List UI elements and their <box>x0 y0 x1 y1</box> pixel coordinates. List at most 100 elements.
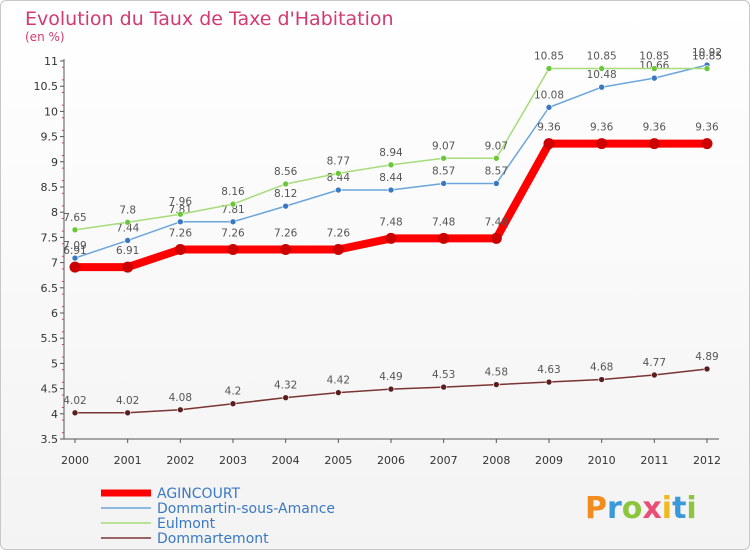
data-label: 4.2 <box>225 386 242 398</box>
data-label: 4.63 <box>537 364 560 376</box>
proxiti-logo: Proxiti <box>585 491 697 526</box>
data-point <box>493 180 500 187</box>
data-label: 4.49 <box>379 371 402 383</box>
data-label: 8.44 <box>379 172 403 184</box>
data-label: 9.36 <box>537 122 561 134</box>
data-point <box>387 385 395 393</box>
data-point <box>177 218 184 226</box>
data-label: 9.07 <box>485 140 508 152</box>
data-point <box>229 400 237 408</box>
data-point <box>651 74 658 82</box>
data-label: 7.65 <box>63 212 86 224</box>
data-label: 10.85 <box>639 51 669 63</box>
data-point <box>177 406 184 414</box>
x-tick-label: 2006 <box>377 454 405 467</box>
y-tick-label: 6 <box>51 307 58 320</box>
legend-label: Dommartemont <box>157 531 269 547</box>
y-tick-label: 6.5 <box>41 282 59 295</box>
data-point <box>545 65 553 72</box>
data-point <box>335 186 342 194</box>
axes: 3.5 4 4.5 5 5.5 6 6.5 7 7.5 8 8.5 9 9.5 10 10.5 11 2000 2… <box>34 55 722 467</box>
data-label: 10.48 <box>587 69 617 81</box>
data-point <box>493 154 500 162</box>
data-label: 7.26 <box>169 227 193 239</box>
data-point <box>490 232 502 244</box>
y-tick-label: 10.5 <box>34 80 59 93</box>
data-label: 7.81 <box>221 204 244 216</box>
logo-letter: P <box>585 491 607 526</box>
logo-letter: o <box>622 491 643 526</box>
data-label: 7.44 <box>116 222 140 234</box>
data-point <box>493 381 500 388</box>
x-tick-label: 2001 <box>114 454 142 467</box>
y-tick-label: 5 <box>51 357 58 370</box>
y-tick-label: 8.5 <box>41 181 59 194</box>
data-label: 7.09 <box>63 240 86 252</box>
legend-label: AGINCOURT <box>157 486 241 502</box>
logo-letter: i <box>662 491 672 526</box>
data-point <box>703 365 711 373</box>
series-dommartin-sous-amance: 7.097.447.81 7.818.128.44 8.448.57 8.5710.0… <box>63 47 722 262</box>
data-point <box>438 232 450 244</box>
data-label: 4.32 <box>274 380 297 392</box>
data-label: 7.48 <box>432 216 455 228</box>
data-point <box>598 376 605 383</box>
data-point <box>335 170 342 177</box>
data-label: 4.08 <box>169 392 192 404</box>
data-label: 10.08 <box>534 89 564 101</box>
data-point <box>545 378 553 386</box>
y-tick-label: 7.5 <box>41 231 59 244</box>
legend-item: Dommartin-sous-Amance <box>101 501 335 517</box>
data-label: 8.57 <box>432 165 455 177</box>
data-point <box>648 138 660 150</box>
data-label: 4.58 <box>485 367 508 379</box>
data-label: 6.91 <box>116 245 139 257</box>
x-tick-label: 2000 <box>61 454 89 467</box>
data-point <box>71 226 79 234</box>
data-label: 7.96 <box>169 196 193 208</box>
data-label: 9.07 <box>432 140 455 152</box>
series-layer: 4.02 4.02 4.08 4.2 4.32 4.42 4.49 4.53 4.58 4.63 4… <box>63 47 722 417</box>
x-tick-label: 2002 <box>166 454 194 467</box>
data-label: 6.91 <box>63 245 86 257</box>
data-point <box>71 409 79 417</box>
data-label: 4.42 <box>327 375 350 387</box>
logo-letter: t <box>672 491 686 526</box>
x-tick-label: 2010 <box>588 454 616 467</box>
data-point <box>598 65 605 72</box>
data-label: 7.26 <box>327 227 351 239</box>
x-tick-label: 2008 <box>482 454 510 467</box>
data-label: 7.8 <box>119 204 136 216</box>
x-tick-label: 2011 <box>640 454 668 467</box>
data-label: 8.12 <box>274 188 297 200</box>
x-tick-label: 2009 <box>535 454 563 467</box>
data-label: 4.53 <box>432 369 455 381</box>
data-point <box>282 180 289 188</box>
data-point <box>440 154 447 162</box>
y-tick-label: 11 <box>44 55 58 68</box>
data-label: 10.92 <box>692 47 722 59</box>
data-point <box>280 243 292 255</box>
legend-item: AGINCOURT <box>101 486 241 502</box>
data-point <box>282 394 289 401</box>
data-label: 8.16 <box>221 186 245 198</box>
data-label: 9.36 <box>695 122 719 134</box>
data-point <box>651 371 658 379</box>
x-tick-label: 2007 <box>430 454 458 467</box>
y-tick-label: 5.5 <box>41 332 59 345</box>
data-point <box>387 186 395 194</box>
y-tick-label: 3.5 <box>41 433 59 446</box>
data-point <box>69 261 81 273</box>
data-label: 8.56 <box>274 166 298 178</box>
y-tick-label: 10 <box>44 105 58 118</box>
data-point <box>124 218 131 226</box>
data-point <box>385 232 397 244</box>
legend-label: Eulmont <box>157 516 216 532</box>
data-point <box>387 161 395 169</box>
data-label: 8.77 <box>327 155 350 167</box>
data-point <box>701 138 713 150</box>
data-label: 10.85 <box>534 51 564 63</box>
y-tick-label: 4.5 <box>41 383 59 396</box>
